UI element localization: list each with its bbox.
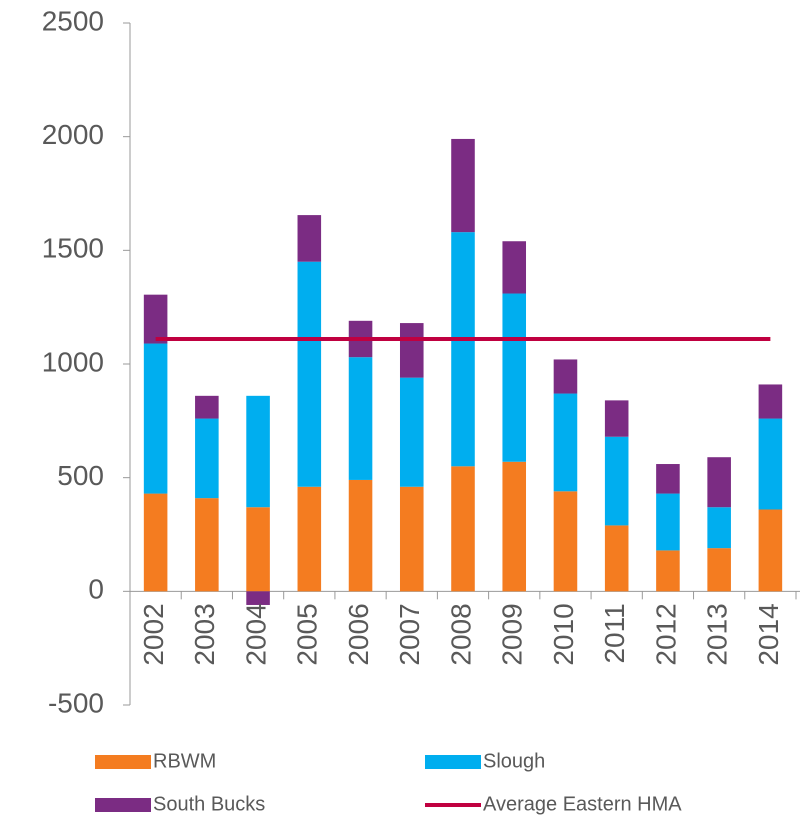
legend-swatch: [425, 755, 481, 769]
x-tick-label: 2012: [650, 603, 681, 665]
bar-segment: [656, 464, 680, 494]
y-tick-label: 0: [88, 574, 104, 605]
legend-label: South Bucks: [153, 793, 265, 815]
x-tick-label: 2007: [394, 603, 425, 665]
bar-segment: [246, 507, 270, 592]
x-tick-label: 2010: [548, 603, 579, 665]
bar-segment: [297, 486, 322, 592]
x-tick-label: 2014: [753, 603, 784, 665]
bar-segment: [707, 548, 731, 592]
bar-segment: [399, 323, 424, 378]
bar-segment: [604, 436, 629, 526]
x-tick-label: 2008: [445, 603, 476, 665]
bar-segment: [707, 507, 731, 549]
legend-label: Slough: [483, 750, 545, 772]
bar-segment: [246, 395, 270, 508]
bar-segment: [246, 591, 270, 605]
bar-segment: [348, 357, 373, 480]
x-tick-label: 2011: [599, 603, 630, 663]
y-tick-label: -500: [48, 687, 104, 718]
bar-segment: [399, 377, 424, 487]
bar-segment: [451, 466, 475, 592]
bar-segment: [451, 138, 475, 233]
y-tick-label: 1500: [42, 233, 104, 264]
bar-segment: [758, 384, 783, 419]
legend-swatch: [95, 755, 151, 769]
y-tick-label: 1000: [42, 346, 104, 377]
x-tick-label: 2004: [240, 603, 271, 665]
bar-segment: [451, 232, 475, 467]
x-tick-label: 2009: [497, 603, 528, 665]
y-tick-label: 500: [57, 460, 104, 491]
x-tick-label: 2003: [189, 603, 220, 665]
bar-segment: [195, 395, 219, 419]
bar-segment: [502, 293, 527, 462]
bar-segment: [604, 525, 629, 592]
bar-segment: [758, 418, 783, 510]
legend-swatch: [95, 798, 151, 812]
x-tick-label: 2005: [292, 603, 323, 665]
legend-label: Average Eastern HMA: [483, 793, 682, 815]
x-tick-label: 2002: [138, 603, 169, 665]
bar-segment: [348, 479, 373, 592]
bar-segment: [143, 343, 168, 494]
x-tick-label: 2013: [702, 603, 733, 665]
bar-segment: [195, 498, 219, 592]
bar-segment: [758, 509, 783, 592]
bar-segment: [502, 241, 527, 294]
bar-segment: [656, 493, 680, 551]
bar-segment: [553, 393, 578, 492]
bar-segment: [195, 418, 219, 499]
bar-segment: [297, 215, 322, 262]
bar-segment: [143, 493, 168, 592]
bar-segment: [604, 400, 629, 437]
x-tick-label: 2006: [343, 603, 374, 665]
y-tick-label: 2000: [42, 119, 104, 150]
bar-segment: [707, 457, 731, 508]
bar-segment: [553, 491, 578, 592]
bar-segment: [553, 359, 578, 394]
bar-segment: [656, 550, 680, 592]
y-tick-label: 2500: [42, 5, 104, 36]
bar-segment: [399, 486, 424, 592]
bar-segment: [143, 294, 168, 344]
legend-label: RBWM: [153, 750, 216, 772]
bar-segment: [297, 261, 322, 487]
bar-segment: [502, 461, 527, 592]
